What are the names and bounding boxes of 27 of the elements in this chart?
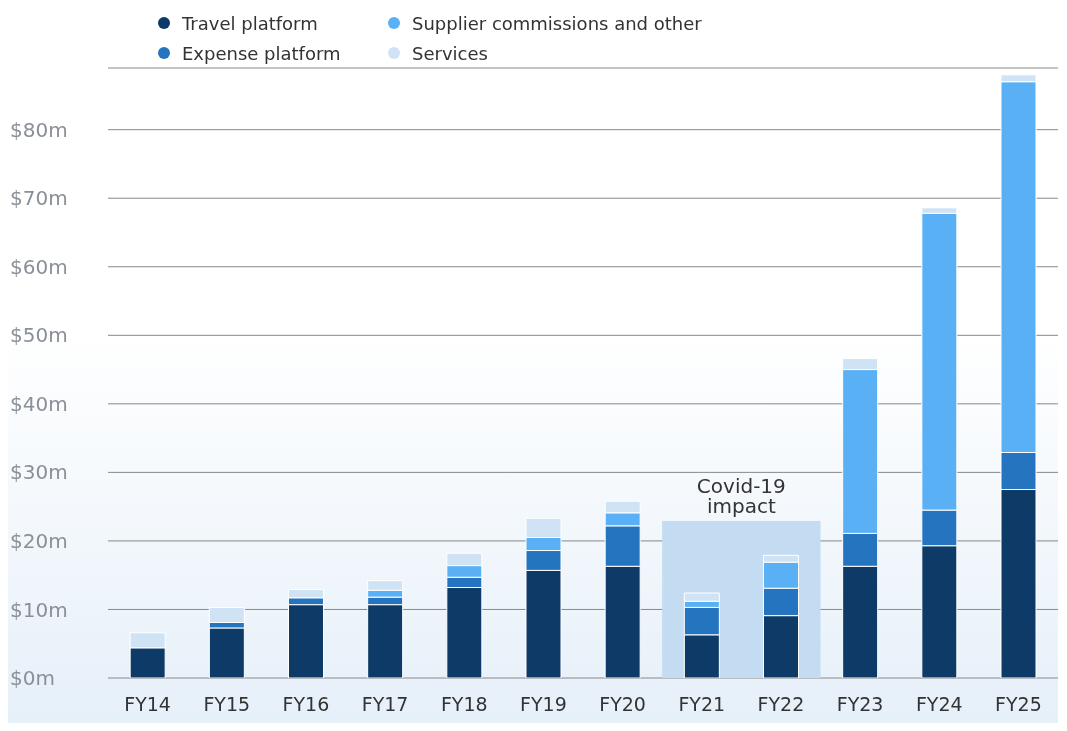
y-tick-label: $80m: [10, 117, 68, 142]
y-tick-label: $20m: [10, 529, 68, 554]
legend-label: Expense platform: [182, 42, 341, 64]
legend-label: Services: [412, 42, 488, 64]
y-tick-label: $10m: [10, 597, 68, 622]
y-tick-label: $50m: [10, 323, 68, 348]
y-tick-label: $60m: [10, 254, 68, 279]
bar: [208, 627, 245, 678]
annotation: Covid-19 impact: [696, 473, 786, 518]
x-tick-label: FY15: [203, 693, 251, 716]
y-tick-label: $70m: [10, 186, 68, 211]
x-tick-label: FY14: [124, 693, 171, 716]
x-tick-label: FY22: [757, 693, 805, 716]
y-tick-label: $40m: [10, 391, 68, 416]
x-tick-label: FY25: [995, 693, 1042, 716]
x-tick-label: FY21: [678, 693, 726, 716]
x-tick-label: FY20: [599, 693, 646, 716]
x-tick-label: FY16: [282, 693, 330, 716]
legend-label: Travel platform: [182, 12, 318, 34]
x-tick-label: FY23: [836, 693, 884, 716]
y-tick-label: $30m: [10, 460, 68, 485]
x-tick-label: FY24: [915, 693, 963, 716]
x-tick-label: FY18: [440, 693, 488, 716]
x-tick-label: FY19: [520, 693, 567, 716]
y-tick-label: $0m: [10, 666, 55, 691]
legend-label: Supplier commissions and other: [412, 12, 702, 34]
x-tick-label: FY17: [361, 693, 409, 716]
